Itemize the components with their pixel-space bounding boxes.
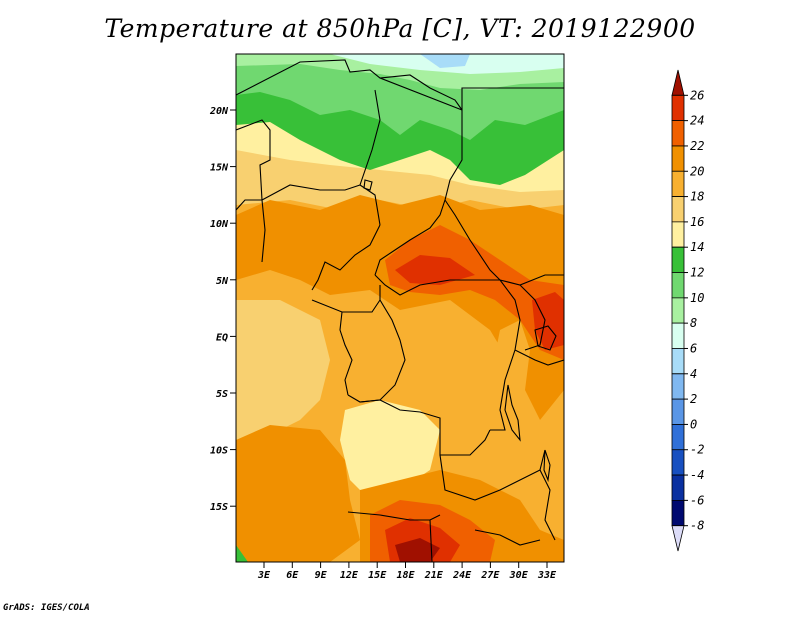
colorbar-label: 14	[690, 240, 704, 254]
map-title: Temperature at 850hPa [C], VT: 201912290…	[104, 14, 696, 43]
field-12-southwest-corner	[236, 545, 248, 562]
chad-car-border	[374, 199, 446, 276]
lat-tick-label: 5S	[216, 389, 228, 400]
lon-tick-label: 9E	[315, 570, 328, 581]
benin-border	[236, 199, 266, 263]
colorbar-label: -2	[690, 443, 704, 457]
longitude-ticks: 3E 6E 9E 12E 15E 18E 21E 24E 27E 30E 33E	[257, 562, 557, 581]
libya-chad-sudan-border	[379, 77, 463, 201]
colorbar-segment	[671, 120, 685, 147]
colorbar-label: 10	[690, 291, 704, 305]
cameroon-gabon-congo-border	[311, 285, 381, 313]
colorbar-segment	[671, 348, 685, 375]
gabon-congo-border	[339, 311, 353, 396]
colorbar-label: 0	[690, 417, 697, 431]
colorbar-segment	[671, 474, 685, 501]
colorbar-label: 24	[690, 114, 704, 128]
lon-tick-label: 3E	[257, 570, 271, 581]
lon-tick-label: 33E	[537, 570, 557, 581]
country-borders	[236, 59, 564, 562]
grads-credit: GrADS: IGES/COLA	[3, 603, 90, 613]
field-4-north	[420, 54, 470, 68]
lat-tick-label: 5N	[216, 276, 229, 287]
colorbar-label: 2	[690, 392, 697, 406]
colorbar-label: -4	[690, 468, 704, 482]
lake-tanganyika	[504, 384, 521, 442]
lon-tick-label: 6E	[286, 570, 299, 581]
colorbar-segment	[671, 297, 685, 324]
colorbar-segment	[671, 221, 685, 248]
zimbabwe-mozambique-border	[474, 529, 541, 546]
field-22-southwest	[236, 425, 360, 562]
drc-east-border	[490, 279, 521, 431]
namibia-botswana-border	[429, 519, 433, 562]
colorbar-segment	[671, 322, 685, 349]
egypt-sudan-border	[461, 87, 564, 110]
algeria-niger-libya-border	[236, 59, 463, 111]
lon-tick-label: 15E	[368, 570, 387, 581]
lon-tick-label: 27E	[480, 570, 500, 581]
field-26-central	[395, 255, 475, 285]
colorbar-label: 20	[690, 164, 704, 178]
colorbar-segment	[671, 499, 685, 527]
lon-tick-label: 12E	[340, 570, 359, 581]
field-16-angola	[340, 400, 440, 500]
colorbar-segment	[671, 424, 685, 451]
lat-tick-label: 15S	[210, 502, 228, 513]
lat-tick-label: 10S	[210, 446, 228, 457]
car-sudan-border	[444, 199, 501, 281]
colorbar-segment	[671, 69, 685, 96]
lat-tick-label: 20N	[209, 106, 229, 117]
map-frame: 20N 15N 10N 5N EQ 5S 10S 15S 3E 6E 9E 12E 15E 18E 21E…	[209, 53, 565, 581]
colorbar-label: 12	[690, 266, 704, 280]
colorbar-segment	[671, 170, 685, 197]
colorbar-label: -8	[690, 519, 704, 533]
colorbar-segment	[671, 525, 685, 552]
lat-tick-label: 15N	[210, 163, 229, 174]
car-drc-border	[374, 274, 500, 296]
lon-tick-label: 30E	[509, 570, 529, 581]
angola-namibia-border	[347, 511, 441, 521]
uganda-kenya-border	[519, 284, 546, 351]
colorbar-label: 8	[690, 316, 697, 330]
lat-tick-label: 10N	[210, 219, 229, 230]
field-28-south	[395, 538, 440, 562]
lake-victoria	[534, 325, 557, 351]
colorbar-label: 18	[690, 190, 704, 204]
rwanda-burundi-tanzania-border	[514, 349, 564, 366]
malawi-mozambique-border	[539, 469, 556, 541]
sudan-south-sudan-ethiopia-border	[499, 274, 564, 286]
niger-nigeria-border	[261, 184, 361, 201]
colorbar-label: 4	[690, 367, 697, 381]
colorbar-segment	[671, 398, 685, 425]
temperature-field	[236, 54, 564, 562]
colorbar-label: -6	[690, 493, 704, 507]
colorbar-segment	[671, 145, 685, 172]
colorbar-segment	[671, 272, 685, 299]
lon-tick-label: 21E	[424, 570, 444, 581]
colorbar-segment	[671, 196, 685, 223]
mali-niger-border	[236, 119, 271, 201]
colorbar-label: 16	[690, 215, 704, 229]
colorbar-segment	[671, 373, 685, 400]
lon-tick-label: 18E	[396, 570, 415, 581]
niger-chad-border	[359, 89, 381, 226]
latitude-ticks: 20N 15N 10N 5N EQ 5S 10S 15S	[209, 106, 236, 513]
colorbar-segment	[671, 94, 685, 122]
lon-tick-label: 24E	[452, 570, 472, 581]
colorbar-label: 22	[690, 139, 704, 153]
nigeria-cameroon-border	[311, 224, 381, 291]
field-18-west	[236, 300, 330, 450]
colorbar-label: 26	[690, 88, 704, 102]
lake-chad	[363, 179, 373, 191]
colorbar-segment	[671, 246, 685, 273]
lat-tick-label: EQ	[216, 332, 228, 343]
colorbar-segment	[671, 449, 685, 476]
lake-malawi	[543, 449, 551, 483]
drc-angola-border	[347, 394, 491, 456]
colorbar-label: 6	[690, 341, 697, 355]
